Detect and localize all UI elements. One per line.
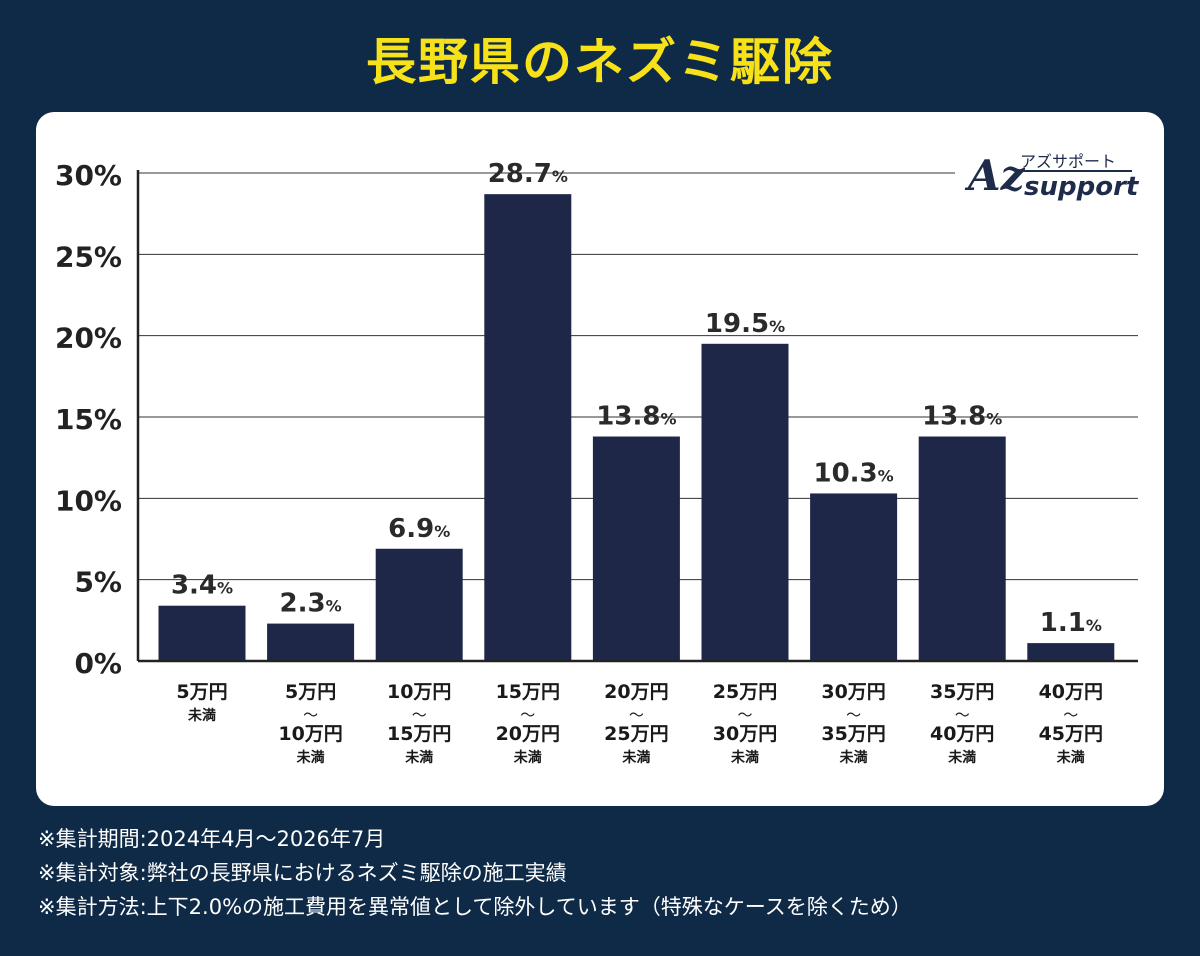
- bar: [484, 194, 572, 661]
- logo-mark: Az: [968, 151, 1025, 200]
- footnotes: ※集計期間:2024年4月〜2026年7月 ※集計対象:弊社の長野県におけるネズ…: [38, 822, 1168, 924]
- data-label: 13.8%: [596, 402, 676, 432]
- x-tick-label: 〜: [629, 706, 644, 724]
- data-label: 2.3%: [280, 589, 342, 619]
- x-tick-label: 40万円: [1039, 681, 1103, 703]
- x-tick-label: 未満: [1057, 749, 1085, 766]
- chart-title: 長野県のネズミ駆除: [366, 33, 834, 91]
- x-tick-label: 40万円: [930, 723, 994, 745]
- x-tick-label: 〜: [955, 706, 970, 724]
- x-tick-label: 未満: [840, 749, 868, 766]
- bar: [1027, 643, 1115, 661]
- y-tick-label: 20%: [55, 322, 122, 355]
- x-tick-label: 〜: [520, 706, 535, 724]
- note-target: ※集計対象:弊社の長野県におけるネズミ駆除の施工実績: [38, 861, 567, 885]
- x-tick-label: 〜: [303, 706, 318, 724]
- x-tick-label: 10万円: [278, 723, 342, 745]
- x-tick-label: 30万円: [821, 681, 885, 703]
- bar: [375, 548, 463, 661]
- x-tick-label: 20万円: [604, 681, 668, 703]
- y-tick-label: 15%: [55, 403, 122, 436]
- data-label: 1.1%: [1040, 608, 1102, 638]
- x-tick-label: 30万円: [713, 723, 777, 745]
- data-label: 3.4%: [171, 571, 233, 601]
- logo-word: support: [1024, 172, 1139, 202]
- x-tick-label: 35万円: [821, 723, 885, 745]
- x-tick-label: 10万円: [387, 681, 451, 703]
- x-tick-label: 20万円: [496, 723, 560, 745]
- x-tick-label: 未満: [731, 749, 759, 766]
- y-tick-label: 25%: [55, 240, 122, 273]
- x-tick-label: 〜: [412, 706, 427, 724]
- bar: [158, 605, 246, 661]
- y-tick-label: 5%: [74, 566, 122, 599]
- x-tick-label: 未満: [622, 749, 650, 766]
- note-method: ※集計方法:上下2.0%の施工費用を異常値として除外しています（特殊なケースを除…: [38, 895, 912, 919]
- x-tick-label: 〜: [846, 706, 861, 724]
- x-tick-label: 45万円: [1039, 723, 1103, 745]
- data-label: 13.8%: [922, 402, 1002, 432]
- y-tick-label: 10%: [55, 484, 122, 517]
- logo-kana: アズサポート: [1020, 152, 1117, 171]
- note-period: ※集計期間:2024年4月〜2026年7月: [38, 827, 386, 851]
- y-tick-label: 0%: [74, 647, 122, 680]
- x-tick-label: 〜: [737, 706, 752, 724]
- data-label: 19.5%: [705, 309, 785, 339]
- x-tick-label: 15万円: [496, 681, 560, 703]
- x-tick-label: 25万円: [604, 723, 668, 745]
- x-tick-label: 5万円: [285, 681, 336, 703]
- x-tick-label: 〜: [1063, 706, 1078, 724]
- bar: [267, 623, 355, 661]
- bar: [918, 436, 1006, 661]
- x-tick-label: 35万円: [930, 681, 994, 703]
- x-tick-label: 25万円: [713, 681, 777, 703]
- y-tick-label: 30%: [55, 159, 122, 192]
- bar: [810, 493, 898, 661]
- x-tick-label: 未満: [948, 749, 976, 766]
- az-support-logo: Az アズサポート support: [968, 142, 1138, 210]
- data-label: 28.7%: [488, 159, 568, 189]
- bar: [701, 343, 789, 661]
- bar: [592, 436, 680, 661]
- x-tick-label: 未満: [188, 707, 216, 724]
- data-label: 10.3%: [814, 458, 894, 488]
- x-tick-label: 5万円: [176, 681, 227, 703]
- x-tick-label: 未満: [297, 749, 325, 766]
- x-tick-label: 未満: [514, 749, 542, 766]
- logo-underline: [1020, 170, 1132, 172]
- x-tick-label: 15万円: [387, 723, 451, 745]
- data-label: 6.9%: [388, 514, 450, 544]
- x-tick-label: 未満: [405, 749, 433, 766]
